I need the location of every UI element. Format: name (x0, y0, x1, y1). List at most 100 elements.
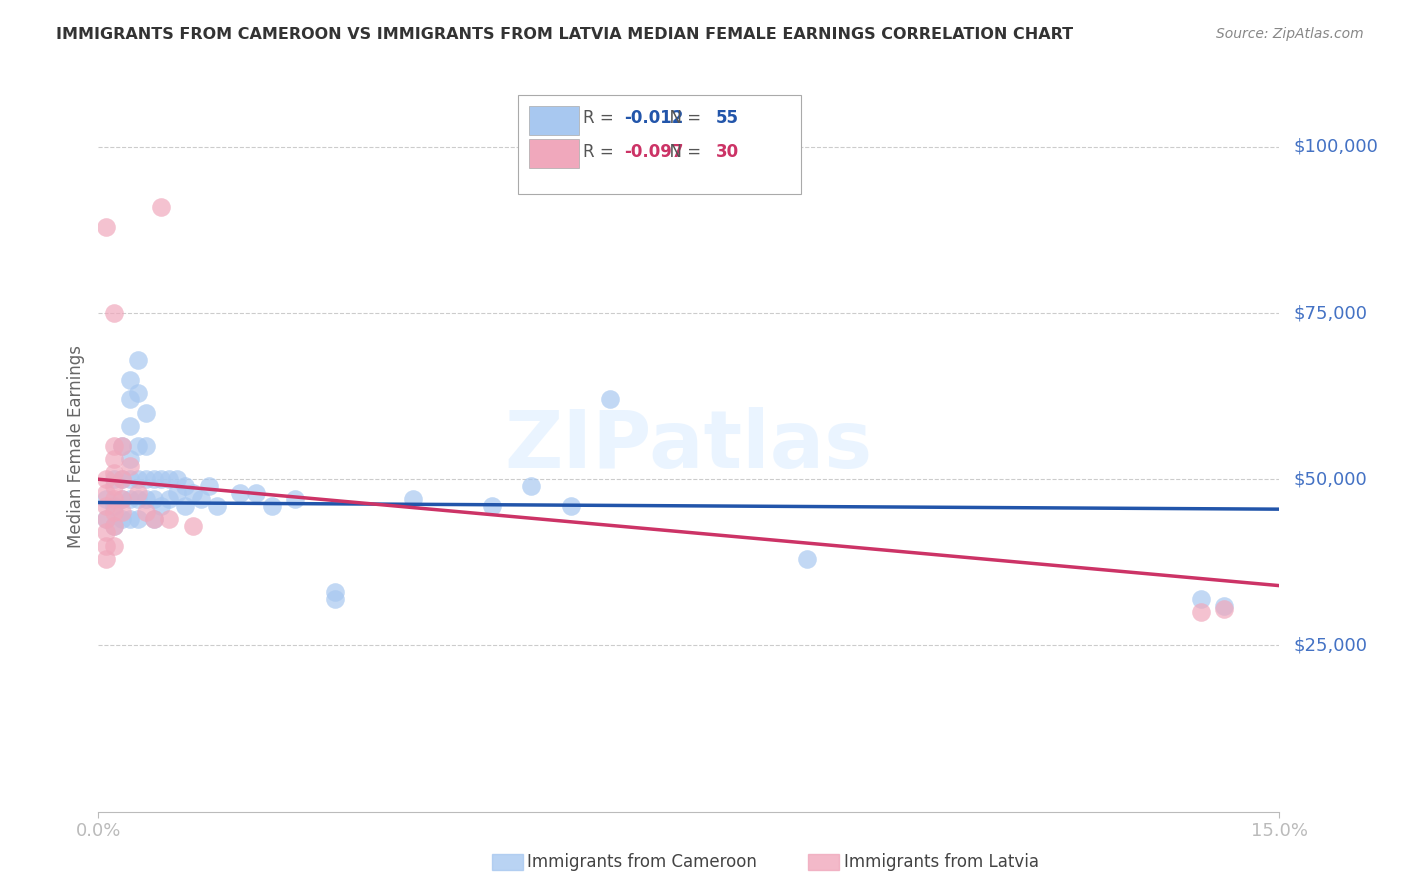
Point (118, 512, 141, 526)
Point (205, 499, 228, 513)
Point (96, 539, 118, 553)
Point (260, 499, 283, 513)
Point (103, 306, 125, 320)
Point (118, 472, 141, 486)
Point (181, 485, 204, 500)
Text: Immigrants from Cameroon: Immigrants from Cameroon (527, 853, 756, 871)
Point (135, 406, 157, 420)
Text: Source: ZipAtlas.com: Source: ZipAtlas.com (1216, 27, 1364, 41)
Text: N =: N = (659, 110, 707, 128)
Point (103, 539, 125, 553)
Point (103, 472, 125, 486)
Point (118, 392, 141, 407)
Point (135, 472, 157, 486)
Y-axis label: Median Female Earnings: Median Female Earnings (66, 344, 84, 548)
Point (229, 485, 252, 500)
Point (135, 439, 157, 453)
Point (150, 472, 173, 486)
Point (103, 452, 125, 467)
Point (166, 472, 188, 486)
Point (103, 506, 125, 520)
Text: -0.012: -0.012 (624, 110, 683, 128)
Point (560, 499, 582, 513)
Point (103, 499, 125, 513)
Text: R =: R = (582, 143, 619, 161)
Point (157, 472, 180, 486)
Point (157, 512, 180, 526)
Point (127, 512, 149, 526)
FancyBboxPatch shape (530, 139, 579, 168)
Point (118, 458, 141, 473)
Point (111, 506, 134, 520)
Point (174, 479, 197, 493)
Point (127, 439, 149, 453)
Point (520, 479, 543, 493)
Text: 55: 55 (716, 110, 740, 128)
Text: N =: N = (659, 143, 707, 161)
Point (142, 512, 165, 526)
Point (284, 492, 307, 507)
Point (111, 492, 134, 507)
Point (118, 419, 141, 434)
Point (323, 585, 346, 599)
Point (118, 372, 141, 386)
Point (111, 439, 134, 453)
Point (174, 499, 197, 513)
Point (150, 499, 173, 513)
Point (190, 492, 212, 507)
Point (181, 518, 204, 533)
Point (103, 518, 125, 533)
Point (111, 472, 134, 486)
Point (96, 472, 118, 486)
Point (796, 552, 818, 566)
Point (96, 552, 118, 566)
Point (481, 499, 503, 513)
Point (111, 512, 134, 526)
Point (103, 492, 125, 507)
Point (111, 472, 134, 486)
Point (166, 485, 188, 500)
FancyBboxPatch shape (530, 106, 579, 136)
FancyBboxPatch shape (517, 95, 801, 194)
Text: IMMIGRANTS FROM CAMEROON VS IMMIGRANTS FROM LATVIA MEDIAN FEMALE EARNINGS CORREL: IMMIGRANTS FROM CAMEROON VS IMMIGRANTS F… (56, 27, 1073, 42)
Text: $75,000: $75,000 (1294, 304, 1368, 322)
Text: Immigrants from Latvia: Immigrants from Latvia (844, 853, 1039, 871)
Point (111, 492, 134, 507)
Text: $25,000: $25,000 (1294, 637, 1368, 655)
Point (127, 485, 149, 500)
Point (402, 492, 425, 507)
Point (103, 518, 125, 533)
Point (96, 499, 118, 513)
Text: 30: 30 (716, 143, 740, 161)
Point (103, 466, 125, 480)
Text: $50,000: $50,000 (1294, 470, 1367, 488)
Point (142, 492, 165, 507)
Text: R =: R = (582, 110, 619, 128)
Point (118, 492, 141, 507)
Point (111, 439, 134, 453)
Point (127, 385, 149, 400)
Text: ZIPatlas: ZIPatlas (505, 407, 873, 485)
Point (1189, 591, 1212, 606)
Point (118, 452, 141, 467)
Point (96, 525, 118, 540)
Point (96, 512, 118, 526)
Point (150, 200, 173, 214)
Point (127, 492, 149, 507)
Point (103, 439, 125, 453)
Point (96, 485, 118, 500)
Point (135, 506, 157, 520)
Point (157, 492, 180, 507)
Point (96, 219, 118, 234)
Point (1213, 599, 1236, 613)
Point (135, 492, 157, 507)
Text: -0.097: -0.097 (624, 143, 683, 161)
Point (142, 512, 165, 526)
Point (103, 479, 125, 493)
Point (323, 591, 346, 606)
Point (599, 392, 621, 407)
Point (142, 472, 165, 486)
Text: $100,000: $100,000 (1294, 137, 1378, 156)
Point (127, 472, 149, 486)
Point (96, 512, 118, 526)
